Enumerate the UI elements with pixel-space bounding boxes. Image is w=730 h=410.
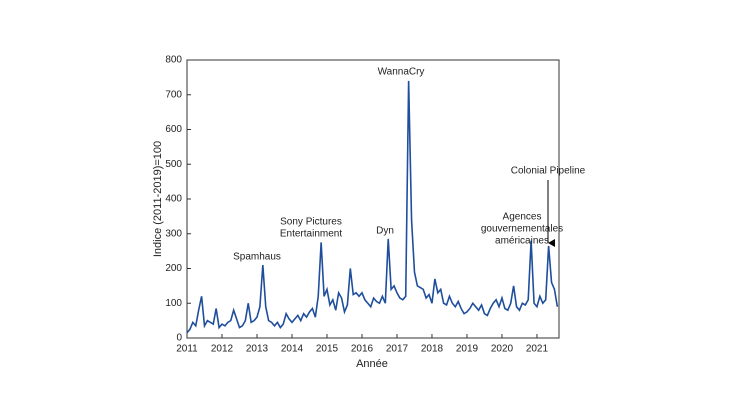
y-tick-label: 100 xyxy=(165,298,182,309)
x-tick-label: 2021 xyxy=(526,344,549,355)
y-tick-label: 0 xyxy=(176,333,182,344)
x-axis-label: Année xyxy=(356,358,388,370)
x-tick-label: 2017 xyxy=(386,344,409,355)
y-tick-label: 500 xyxy=(165,159,182,170)
annotation: Entertainment xyxy=(280,229,342,240)
annotation: Dyn xyxy=(376,226,394,237)
annotation: américaines xyxy=(495,236,549,247)
annotation: Colonial Pipeline xyxy=(511,166,586,177)
y-tick-label: 600 xyxy=(165,124,182,135)
y-tick-label: 800 xyxy=(165,55,182,66)
x-tick-label: 2018 xyxy=(421,344,444,355)
x-tick-label: 2016 xyxy=(351,344,374,355)
annotation: Sony Pictures xyxy=(280,217,342,228)
annotation: Agences xyxy=(503,212,542,223)
x-tick-label: 2013 xyxy=(246,344,269,355)
x-tick-label: 2020 xyxy=(491,344,514,355)
annotation: Spamhaus xyxy=(233,252,281,263)
x-tick-label: 2019 xyxy=(456,344,479,355)
x-tick-label: 2012 xyxy=(211,344,234,355)
y-tick-label: 300 xyxy=(165,228,182,239)
y-tick-label: 200 xyxy=(165,263,182,274)
annotation: WannaCry xyxy=(378,67,425,78)
data-line xyxy=(186,80,559,334)
x-tick-label: 2011 xyxy=(176,344,198,355)
y-tick-label: 400 xyxy=(165,194,182,205)
annotation: gouvernementales xyxy=(481,224,563,235)
plot-frame xyxy=(186,59,560,339)
y-axis-label: Indice (2011-2019)=100 xyxy=(152,141,164,257)
x-tick-label: 2015 xyxy=(316,344,339,355)
x-tick-label: 2014 xyxy=(281,344,304,355)
y-tick-label: 700 xyxy=(165,89,182,100)
